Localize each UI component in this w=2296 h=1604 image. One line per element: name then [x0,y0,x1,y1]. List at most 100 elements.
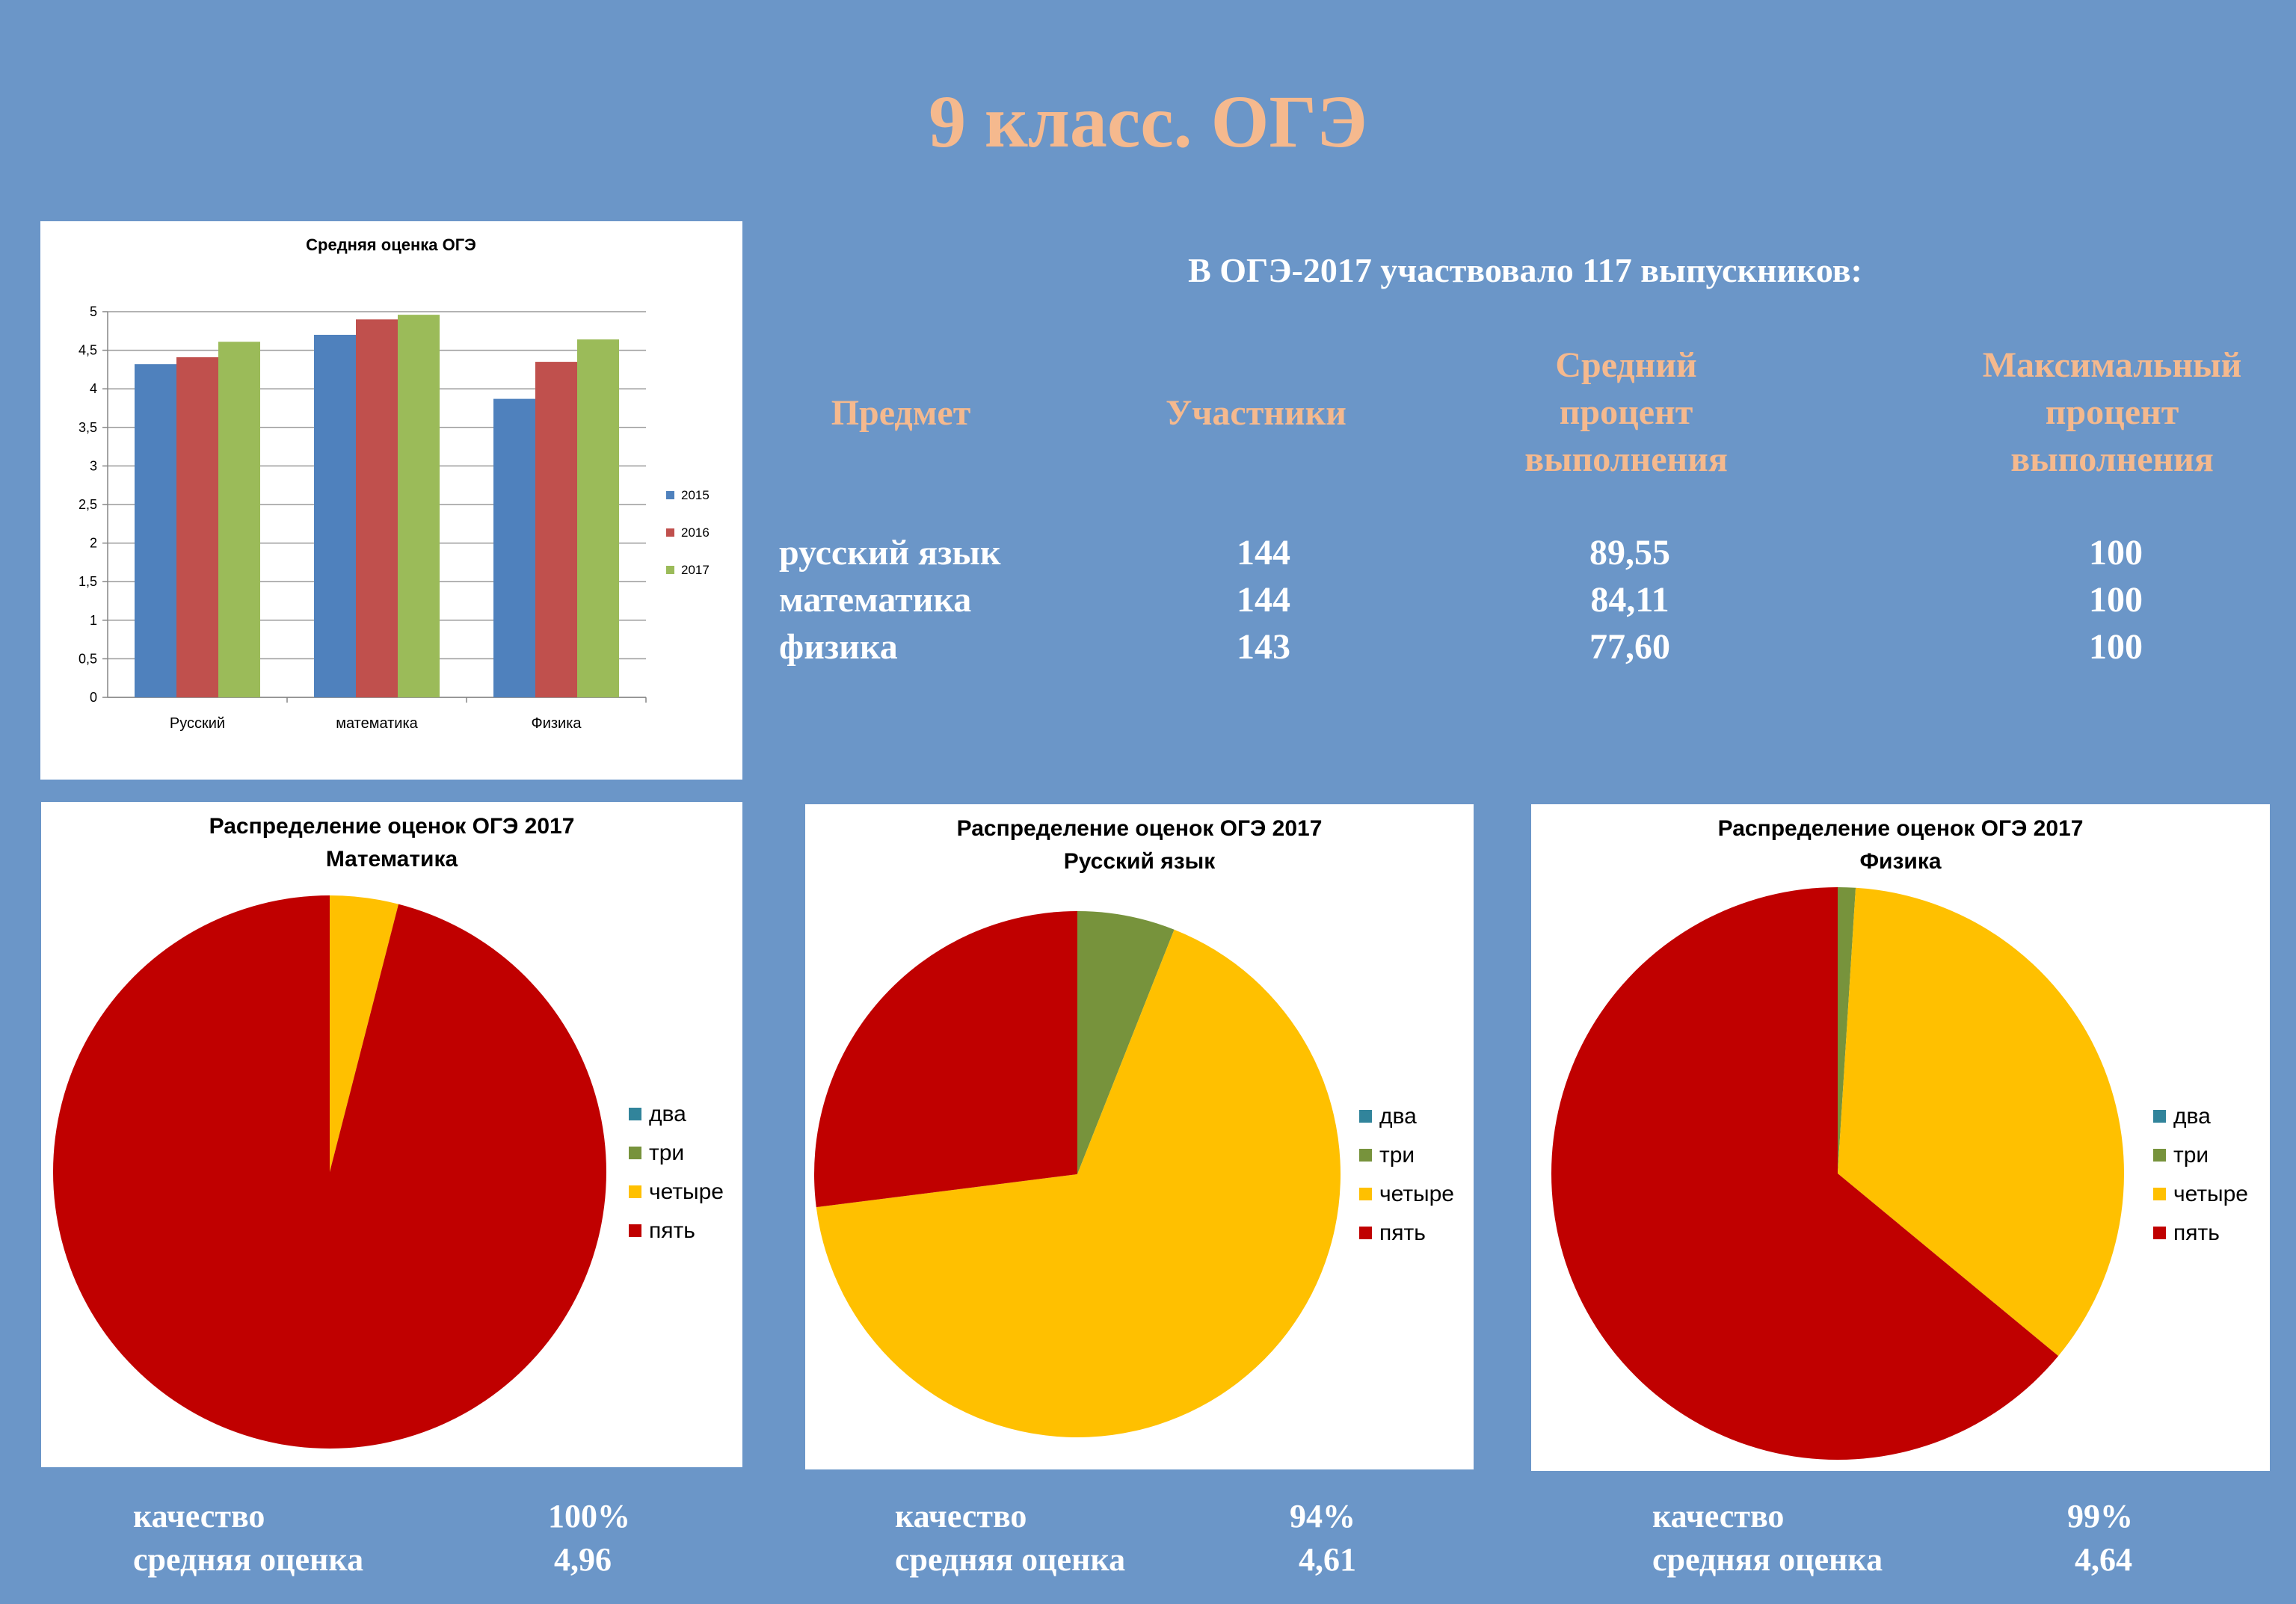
page-title: 9 класс. ОГЭ [929,80,1367,163]
pie-panel-math: Распределение оценок ОГЭ 2017 Математика д… [41,802,742,1467]
bar-2017-2 [577,339,619,697]
header-max-percent: Максимальный процент выполнения [1982,345,2242,479]
table-heading: В ОГЭ-2017 участвовало 117 выпускников: [1188,251,1862,289]
pie-slice-три [1077,911,1175,1174]
legend-swatch [1359,1188,1372,1200]
y-tick-label: 3 [90,458,97,473]
summary-russian-avg-value: 4,61 [1299,1541,1356,1578]
pie-slice-три [1838,887,1856,1173]
row-avg-physics: 77,60 [1589,627,1670,667]
y-tick-label: 1,5 [79,574,97,589]
pie-panel-physics: Распределение оценок ОГЭ 2017 Физика два тр… [1531,804,2270,1471]
legend-label: три [2173,1143,2209,1167]
category-label: математика [336,715,418,732]
bar-2015-1 [314,334,356,697]
bar-chart: Средняя оценка ОГЭ 0 0,5 1 1,5 2 2,5 3 3,5 4 4,5 5 Р… [79,235,710,732]
category-label: Физика [531,715,582,732]
pie-slice-четыре [816,929,1341,1437]
summary-math-quality-label: качество [133,1498,265,1534]
summary-physics-avg-label: средняя оценка [1652,1541,1883,1578]
y-tick-label: 4 [90,381,97,396]
bar-2016-1 [356,319,398,697]
legend-swatch [629,1224,641,1237]
legend-label: четыре [2173,1182,2248,1206]
legend-label: два [2173,1104,2211,1129]
y-tick-label: 2 [90,536,97,551]
y-tick-label: 0 [90,690,97,705]
row-subject-math: математика [779,580,972,620]
pie-chart-math: Распределение оценок ОГЭ 2017 Математика д… [52,814,724,1449]
pie-chart-russian: Распределение оценок ОГЭ 2017 Русский язы… [814,816,1454,1437]
y-tick-label: 3,5 [79,420,97,435]
pie-subtitle: Русский язык [1064,849,1216,874]
legend-label: 2015 [681,488,710,502]
legend-label: четыре [1379,1182,1454,1206]
bar-2015-0 [135,364,176,697]
header-subject: Предмет [831,393,971,433]
row-participants-russian: 144 [1237,533,1290,573]
legend-label: пять [649,1218,695,1243]
legend-swatch [629,1147,641,1159]
legend-label: 2016 [681,525,710,540]
summary-math-avg-label: средняя оценка [133,1541,364,1578]
legend-swatch [1359,1227,1372,1239]
bar-2017-0 [218,342,260,697]
y-tick-label: 0,5 [79,651,97,666]
legend-label: два [649,1102,686,1126]
y-tick-label: 2,5 [79,497,97,512]
legend-swatch [2153,1110,2166,1123]
y-tick-label: 1 [90,613,97,628]
row-avg-russian: 89,55 [1589,533,1670,573]
legend-label: три [649,1141,684,1165]
legend-label: два [1379,1104,1417,1129]
pie-slice-пять [814,911,1077,1208]
pie-title: Распределение оценок ОГЭ 2017 [957,816,1323,841]
legend-swatch [1359,1149,1372,1162]
category-label: Русский [170,715,225,732]
pie-chart-physics: Распределение оценок ОГЭ 2017 Физика два тр… [1551,816,2248,1460]
legend-swatch [629,1108,641,1120]
summary-russian-quality-value: 94% [1290,1498,1355,1534]
legend-swatch [666,491,674,499]
bar-2015-2 [493,398,535,697]
bar-chart-panel: Средняя оценка ОГЭ 0 0,5 1 1,5 2 2,5 3 3,5 4 4,5 5 Р… [40,221,742,780]
pie-slice-пять [1551,887,2059,1460]
summary-physics-avg-value: 4,64 [2075,1541,2132,1578]
legend-label: пять [1379,1221,1426,1245]
pie-slice-пять [52,895,606,1449]
legend-swatch [2153,1227,2166,1239]
summary-russian-quality-label: качество [895,1498,1027,1534]
legend-swatch [666,528,674,537]
summary-math-avg-value: 4,96 [554,1541,612,1578]
row-max-russian: 100 [2089,533,2143,573]
legend-label: 2017 [681,563,710,577]
legend-swatch [2153,1188,2166,1200]
summary-physics-quality-value: 99% [2067,1498,2133,1534]
legend-swatch [666,566,674,574]
legend-label: пять [2173,1221,2220,1245]
row-subject-physics: физика [779,627,898,667]
pie-subtitle: Математика [326,847,458,872]
header-participants: Участники [1166,393,1346,433]
pie-slice-четыре [1838,887,2124,1357]
legend-label: четыре [649,1179,724,1204]
row-subject-russian: русский язык [779,533,1001,573]
bar-2016-0 [176,357,218,697]
row-participants-math: 144 [1237,580,1290,620]
row-max-physics: 100 [2089,627,2143,667]
header-avg-percent: Средний процент выполнения [1524,345,1728,479]
pie-subtitle: Физика [1859,849,1941,874]
bar-2016-2 [535,362,577,697]
bar-chart-title: Средняя оценка ОГЭ [306,235,476,254]
row-max-math: 100 [2089,580,2143,620]
summary-russian-avg-label: средняя оценка [895,1541,1126,1578]
y-tick-label: 4,5 [79,343,97,358]
legend-swatch [1359,1110,1372,1123]
pie-title: Распределение оценок ОГЭ 2017 [1718,816,2084,841]
pie-slice-четыре [330,895,399,1172]
legend-swatch [629,1185,641,1198]
pie-title: Распределение оценок ОГЭ 2017 [209,814,575,839]
row-avg-math: 84,11 [1590,580,1669,620]
y-tick-label: 5 [90,304,97,319]
summary-physics-quality-label: качество [1652,1498,1785,1534]
